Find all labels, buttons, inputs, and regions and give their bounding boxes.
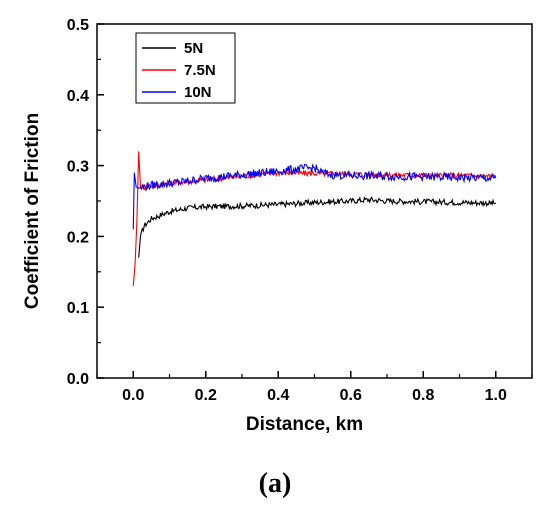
ticks-layer: 0.0 0.2 0.4 0.6 0.8 1.0 0.0 0.1 0.2 0.3 0.4 0.5	[67, 17, 533, 404]
series-layer	[132, 151, 497, 287]
y-tick-label: 0.1	[67, 300, 89, 317]
y-tick-label: 0.3	[67, 159, 89, 176]
x-tick-label: 0.2	[195, 387, 217, 404]
x-tick-label: 1.0	[485, 387, 507, 404]
x-tick-label: 0.4	[267, 387, 289, 404]
series-7_5N-trace	[132, 151, 497, 287]
y-tick-label: 0.0	[67, 371, 89, 388]
legend-label: 10N	[184, 84, 212, 101]
x-tick-label: 0.6	[340, 387, 362, 404]
series-line	[132, 151, 497, 287]
friction-chart: 0.0 0.2 0.4 0.6 0.8 1.0 0.0 0.1 0.2 0.3 0.4 0.5 5N 7…	[22, 17, 533, 435]
figure-caption: (a)	[258, 468, 292, 499]
legend-label: 7.5N	[184, 62, 216, 79]
legend-label: 5N	[184, 40, 203, 57]
series-line	[138, 196, 497, 258]
x-tick-label: 0.8	[412, 387, 434, 404]
series-line	[132, 163, 497, 230]
y-tick-label: 0.5	[67, 17, 89, 34]
legend: 5N 7.5N 10N	[135, 32, 236, 104]
y-axis-title: Coefficient of Friction	[22, 113, 43, 309]
series-5N-trace	[138, 196, 497, 258]
x-axis-title: Distance, km	[246, 414, 363, 435]
x-tick-label: 0.0	[122, 387, 144, 404]
series-10N-trace	[132, 163, 497, 230]
y-tick-label: 0.4	[67, 88, 89, 105]
y-tick-label: 0.2	[67, 229, 89, 246]
